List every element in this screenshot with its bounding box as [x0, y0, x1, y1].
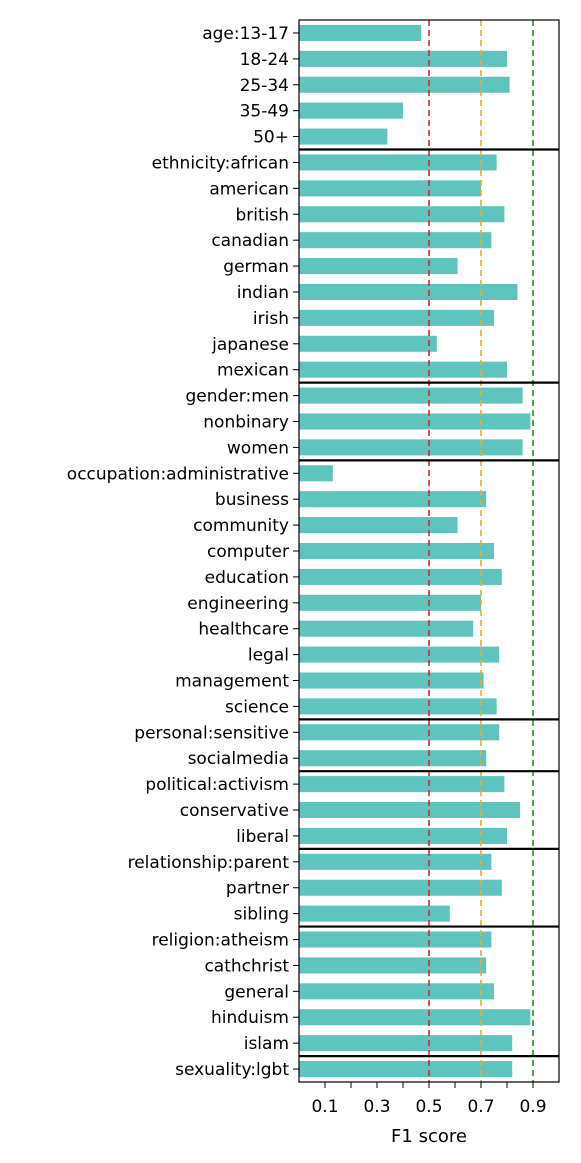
bar-37 [299, 983, 494, 1000]
bar-0 [299, 24, 422, 41]
y-tick-label-8: canadian [211, 231, 289, 251]
y-tick-label-37: general [224, 982, 289, 1002]
bar-18 [299, 491, 487, 508]
y-tick-label-15: nonbinary [203, 412, 289, 432]
bar-9 [299, 258, 458, 275]
y-tick-label-25: management [175, 672, 289, 692]
y-tick-label-30: conservative [180, 801, 289, 821]
group-separators [299, 148, 559, 1058]
bar-1 [299, 50, 507, 67]
bar-5 [299, 154, 497, 171]
bar-6 [299, 180, 481, 197]
bar-35 [299, 931, 492, 948]
reference-lines-group [428, 20, 534, 1082]
bar-38 [299, 1009, 531, 1026]
y-tick-label-40: sexuality:lgbt [175, 1060, 289, 1080]
bar-7 [299, 206, 505, 223]
bar-32 [299, 853, 492, 870]
y-tick-label-39: islam [244, 1034, 289, 1054]
y-tick-label-19: community [193, 516, 289, 536]
y-tick-label-22: engineering [187, 594, 289, 614]
bar-28 [299, 750, 487, 767]
bar-21 [299, 568, 502, 585]
y-tick-label-26: science [225, 697, 289, 717]
bar-12 [299, 335, 437, 352]
bar-27 [299, 724, 500, 741]
bar-17 [299, 465, 333, 482]
bar-31 [299, 827, 507, 844]
y-tick-label-7: british [235, 205, 289, 225]
x-axis-label: F1 score [391, 1126, 467, 1147]
x-tick-label-0: 0.1 [311, 1097, 338, 1117]
bar-22 [299, 594, 481, 611]
y-tick-label-16: women [227, 438, 289, 458]
bar-13 [299, 361, 507, 378]
y-tick-label-6: american [209, 179, 289, 199]
y-tick-label-1: 18-24 [240, 50, 289, 70]
bar-29 [299, 776, 505, 793]
y-tick-label-12: japanese [211, 335, 289, 355]
bar-15 [299, 413, 531, 430]
x-tick-label-4: 0.9 [519, 1097, 546, 1117]
bar-30 [299, 801, 520, 819]
y-tick-label-23: healthcare [198, 620, 289, 640]
bar-19 [299, 517, 458, 534]
bar-24 [299, 646, 500, 663]
bar-25 [299, 672, 484, 689]
y-tick-label-3: 35-49 [240, 102, 289, 122]
y-tick-label-34: sibling [234, 905, 289, 925]
plot-frame [298, 19, 560, 1083]
bar-2 [299, 76, 510, 93]
x-tick-label-1: 0.3 [363, 1097, 390, 1117]
y-tick-label-9: german [223, 257, 289, 277]
bar-20 [299, 542, 494, 560]
y-tick-label-10: indian [237, 283, 289, 303]
bar-14 [299, 387, 523, 404]
x-tick-label-2: 0.5 [415, 1097, 442, 1117]
y-tick-label-31: liberal [236, 827, 289, 847]
bar-16 [299, 439, 523, 456]
bar-11 [299, 309, 494, 326]
x-tick-label-3: 0.7 [467, 1097, 494, 1117]
bars-group [299, 24, 531, 1078]
bar-40 [299, 1061, 513, 1078]
y-tick-label-13: mexican [217, 361, 289, 381]
bar-23 [299, 620, 474, 637]
y-tick-label-33: partner [226, 879, 289, 899]
y-tick-label-38: hinduism [211, 1008, 289, 1028]
bar-36 [299, 957, 487, 974]
y-tick-label-27: personal:sensitive [134, 723, 289, 743]
y-tick-label-32: relationship:parent [128, 853, 290, 873]
bar-8 [299, 232, 492, 249]
bar-39 [299, 1035, 513, 1052]
y-tick-label-17: occupation:administrative [67, 464, 289, 484]
x-axis: 0.1 0.3 0.5 0.7 0.9 [311, 1082, 547, 1117]
y-tick-label-21: education [205, 568, 289, 588]
bar-33 [299, 879, 502, 896]
bar-10 [299, 283, 518, 301]
y-tick-label-18: business [215, 490, 289, 510]
y-tick-label-2: 25-34 [240, 76, 289, 96]
y-tick-label-4: 50+ [253, 128, 289, 148]
y-tick-labels: age:13-17 18-24 25-34 35-49 50+ ethnicity:afr… [67, 24, 299, 1080]
y-tick-label-14: gender:men [186, 387, 290, 407]
y-tick-label-29: political:activism [145, 775, 289, 795]
y-tick-label-28: socialmedia [188, 749, 289, 769]
y-tick-label-0: age:13-17 [202, 24, 289, 44]
y-tick-label-20: computer [207, 542, 289, 562]
y-tick-label-11: irish [253, 309, 289, 329]
bar-3 [299, 102, 403, 119]
y-tick-label-24: legal [248, 646, 289, 666]
y-tick-label-36: cathchrist [204, 956, 289, 976]
bar-26 [299, 698, 497, 715]
y-tick-label-35: religion:atheism [152, 931, 289, 951]
bar-34 [299, 905, 450, 922]
y-tick-label-5: ethnicity:african [152, 153, 289, 173]
bar-4 [299, 128, 388, 145]
